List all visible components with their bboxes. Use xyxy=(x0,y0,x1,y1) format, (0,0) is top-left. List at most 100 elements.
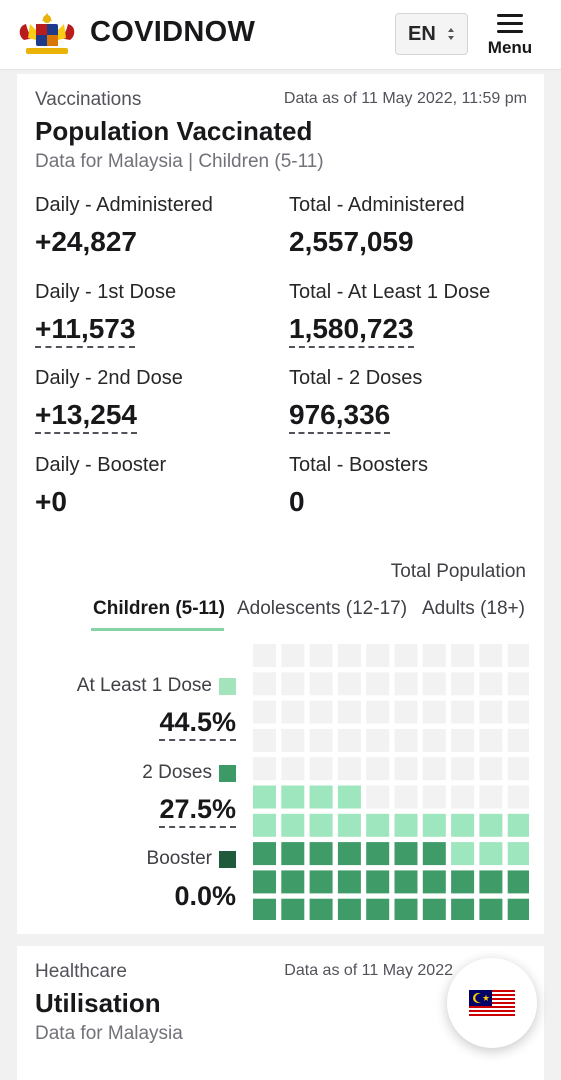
brand-name[interactable]: COVIDNOW xyxy=(90,16,256,48)
waffle-cell-2-doses xyxy=(253,870,276,894)
waffle-cell-empty xyxy=(422,672,446,696)
stat-value-tooltip[interactable]: 1,580,723 xyxy=(289,313,414,348)
waffle-cell-at-least-1-dose xyxy=(451,842,475,866)
waffle-cell-empty xyxy=(394,757,418,781)
waffle-cell-at-least-1-dose xyxy=(337,813,361,837)
tab-adolescents[interactable]: Adolescents (12-17) xyxy=(237,598,408,619)
waffle-cell-empty xyxy=(479,785,503,809)
waffle-cell-at-least-1-dose xyxy=(281,813,305,837)
waffle-cell-empty xyxy=(309,644,333,667)
waffle-cell-2-doses xyxy=(309,842,333,866)
legend-2-doses: 2 Doses xyxy=(142,762,236,784)
coat-of-arms-logo[interactable] xyxy=(16,10,78,58)
waffle-cell-2-doses xyxy=(366,898,390,920)
waffle-cell-empty xyxy=(451,728,475,752)
waffle-cell-empty xyxy=(422,785,446,809)
card-subtitle: Data for Malaysia xyxy=(35,1023,183,1044)
waffle-cell-empty xyxy=(281,700,305,724)
waffle-cell-empty xyxy=(479,672,503,696)
waffle-cell-empty xyxy=(394,785,418,809)
waffle-cell-empty xyxy=(366,700,390,724)
waffle-cell-2-doses xyxy=(422,870,446,894)
stat-label: Total - 2 Doses xyxy=(289,367,423,389)
select-caret-icon xyxy=(448,28,454,40)
waffle-cell-empty xyxy=(366,785,390,809)
waffle-cell-2-doses xyxy=(422,898,446,920)
vaccination-card: Vaccinations Data as of 11 May 2022, 11:… xyxy=(17,74,544,934)
waffle-cell-empty xyxy=(253,700,276,724)
population-tabs: Children (5-11) Adolescents (12-17) Adul… xyxy=(91,594,531,631)
legend-label: Booster xyxy=(146,848,212,869)
waffle-cell-empty xyxy=(309,672,333,696)
waffle-cell-2-doses xyxy=(253,842,276,866)
waffle-cell-empty xyxy=(337,757,361,781)
waffle-cell-empty xyxy=(451,757,475,781)
waffle-cell-at-least-1-dose xyxy=(309,813,333,837)
waffle-cell-empty xyxy=(281,728,305,752)
stat-value-tooltip[interactable]: 976,336 xyxy=(289,399,391,434)
stat-value: +0 xyxy=(35,486,67,517)
waffle-cell-at-least-1-dose xyxy=(422,813,446,837)
menu-label: Menu xyxy=(487,38,533,57)
waffle-cell-empty xyxy=(337,728,361,752)
waffle-cell-at-least-1-dose xyxy=(337,785,361,809)
waffle-cell-2-doses xyxy=(281,842,305,866)
waffle-cell-at-least-1-dose xyxy=(366,813,390,837)
card-title: Population Vaccinated xyxy=(35,116,313,146)
percent-2-doses[interactable]: 27.5% xyxy=(159,794,236,828)
percent-at-least-1-dose[interactable]: 44.5% xyxy=(159,707,236,741)
waffle-cell-empty xyxy=(253,672,276,696)
data-as-of: Data as of 11 May 2022 xyxy=(284,962,453,979)
waffle-cell-empty xyxy=(309,728,333,752)
legend-at-least-1-dose: At Least 1 Dose xyxy=(77,675,236,697)
waffle-cell-empty xyxy=(366,757,390,781)
card-eyebrow: Vaccinations xyxy=(35,89,142,110)
waffle-cell-empty xyxy=(507,700,529,724)
active-tab-indicator xyxy=(91,628,224,631)
waffle-cell-2-doses xyxy=(366,842,390,866)
stat-total-2-doses: Total - 2 Doses 976,336 xyxy=(289,367,529,434)
stat-value-tooltip[interactable]: +11,573 xyxy=(35,313,136,348)
stat-value-tooltip[interactable]: +13,254 xyxy=(35,399,137,434)
total-population-label: Total Population xyxy=(390,561,526,582)
country-switch-button[interactable] xyxy=(447,958,537,1048)
waffle-cell-at-least-1-dose xyxy=(281,785,305,809)
waffle-cell-empty xyxy=(479,700,503,724)
stat-label: Daily - 2nd Dose xyxy=(35,367,183,389)
waffle-cell-empty xyxy=(253,644,276,667)
malaysia-flag-icon xyxy=(469,990,515,1018)
tab-adults[interactable]: Adults (18+) xyxy=(422,598,525,619)
waffle-cell-empty xyxy=(309,757,333,781)
waffle-cell-2-doses xyxy=(309,870,333,894)
card-title: Utilisation xyxy=(35,988,161,1018)
legend-label: 2 Doses xyxy=(142,762,212,783)
waffle-cell-empty xyxy=(337,672,361,696)
waffle-cell-empty xyxy=(422,757,446,781)
waffle-cell-empty xyxy=(366,728,390,752)
waffle-cell-empty xyxy=(507,672,529,696)
waffle-cell-2-doses xyxy=(394,898,418,920)
waffle-cell-empty xyxy=(337,644,361,667)
menu-button[interactable]: Menu xyxy=(482,12,538,62)
waffle-cell-2-doses xyxy=(394,842,418,866)
stat-value: 2,557,059 xyxy=(289,226,414,257)
hamburger-icon xyxy=(497,14,523,34)
tab-children[interactable]: Children (5-11) xyxy=(93,598,225,619)
stat-daily-booster: Daily - Booster +0 xyxy=(35,454,275,518)
stat-value: 0 xyxy=(289,486,305,517)
waffle-cell-empty xyxy=(507,644,529,667)
waffle-cell-empty xyxy=(337,700,361,724)
waffle-cell-empty xyxy=(451,785,475,809)
waffle-cell-empty xyxy=(394,644,418,667)
waffle-cell-2-doses xyxy=(281,898,305,920)
waffle-cell-empty xyxy=(451,672,475,696)
waffle-cell-2-doses xyxy=(366,870,390,894)
waffle-cell-2-doses xyxy=(337,898,361,920)
waffle-cell-empty xyxy=(366,672,390,696)
stat-label: Daily - Booster xyxy=(35,454,167,476)
waffle-cell-2-doses xyxy=(507,898,529,920)
waffle-cell-empty xyxy=(507,728,529,752)
waffle-cell-empty xyxy=(451,700,475,724)
waffle-cell-empty xyxy=(253,728,276,752)
language-select[interactable]: EN xyxy=(395,13,468,55)
